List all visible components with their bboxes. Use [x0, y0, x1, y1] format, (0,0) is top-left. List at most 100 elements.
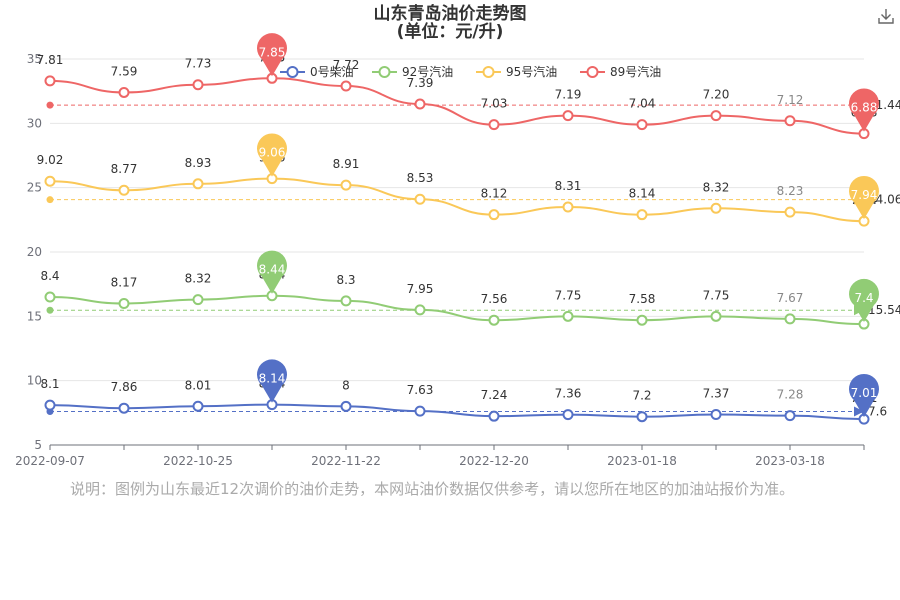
data-point: [340, 179, 352, 191]
series-line: [49, 77, 865, 135]
legend-marker: [378, 66, 391, 78]
min-pin-label: 6.88: [851, 101, 878, 115]
data-point: [784, 206, 796, 218]
data-label: 7.24: [481, 388, 508, 402]
data-label: 8.4: [40, 269, 59, 283]
data-point: [784, 115, 796, 127]
data-point: [562, 409, 574, 421]
data-label: 8.31: [555, 179, 582, 193]
data-point: [44, 291, 56, 303]
min-pin-label: 7.4: [854, 291, 873, 305]
data-label: 7.28: [777, 388, 804, 402]
data-label: 7.20: [703, 88, 730, 102]
data-point: [414, 98, 426, 110]
data-label: 7.81: [37, 53, 64, 67]
legend-label: 95号汽油: [506, 64, 557, 79]
data-label: 7.72: [333, 58, 360, 72]
legend-marker: [482, 66, 495, 78]
data-label: 7.04: [629, 97, 656, 111]
data-point: [44, 175, 56, 187]
max-pin: [257, 250, 287, 294]
chart-title: 山东青岛油价走势图: [373, 4, 527, 24]
data-point: [710, 110, 722, 122]
chart-subtitle: (单位：元/升): [396, 22, 504, 42]
data-point: [562, 310, 574, 322]
data-label: 8.32: [185, 272, 212, 286]
data-point: [340, 400, 352, 412]
data-label: 7.2: [632, 389, 651, 403]
series-line: [49, 177, 865, 223]
min-pin: [849, 88, 880, 132]
data-point: [192, 400, 204, 412]
data-label: 8: [342, 378, 350, 392]
data-label: 8.77: [111, 162, 138, 176]
chart-note: 说明：图例为山东最近12次调价的油价走势，本网站油价数据仅供参考，请以您所在地区…: [70, 480, 795, 498]
data-point: [118, 297, 130, 309]
y-tick-label: 20: [27, 245, 42, 259]
average-arrow: [854, 406, 864, 417]
data-label: 8.32: [703, 180, 730, 194]
data-label: 8.3: [336, 273, 355, 287]
min-pin-label: 7.01: [851, 386, 878, 400]
data-label: 8.14: [629, 187, 656, 201]
data-point: [44, 399, 56, 411]
max-pin-label: 7.85: [259, 45, 286, 59]
data-point: [784, 313, 796, 325]
data-label: 7.56: [481, 292, 508, 306]
data-point: [562, 110, 574, 122]
series-line: [49, 294, 865, 326]
data-label: 7.12: [777, 93, 804, 107]
average-label: 7.6: [868, 405, 887, 419]
data-label: 7.39: [407, 76, 434, 90]
data-point: [192, 178, 204, 190]
data-point: [636, 411, 648, 423]
legend-marker: [286, 66, 299, 78]
data-point: [710, 409, 722, 421]
data-label: 7.86: [111, 380, 138, 394]
x-tick-label: 2022-12-20: [459, 454, 529, 468]
max-pin: [257, 33, 287, 77]
y-tick-label: 15: [27, 309, 42, 323]
x-tick-label: 2022-11-22: [311, 454, 381, 468]
data-label: 8.91: [333, 157, 360, 171]
data-point: [118, 86, 130, 98]
x-tick-label: 2022-09-07: [15, 454, 85, 468]
data-label: 8.17: [111, 275, 138, 289]
data-label: 7.37: [703, 387, 730, 401]
series-line: [49, 403, 865, 421]
max-pin-label: 8.44: [259, 263, 286, 277]
data-label: 8.12: [481, 187, 508, 201]
data-point: [488, 209, 500, 221]
x-tick-label: 2023-01-18: [607, 454, 677, 468]
y-tick-label: 25: [27, 181, 42, 195]
data-point: [562, 201, 574, 213]
max-pin: [257, 359, 287, 403]
y-tick-label: 35: [27, 52, 42, 66]
data-label: 7.03: [481, 97, 508, 111]
data-point: [118, 184, 130, 196]
data-point: [710, 202, 722, 214]
data-point: [192, 79, 204, 91]
average-start-dot: [46, 196, 54, 204]
download-icon[interactable]: [876, 6, 896, 26]
data-point: [636, 119, 648, 131]
data-point: [488, 410, 500, 422]
data-label: 7.75: [703, 288, 730, 302]
data-label: 7.63: [407, 383, 434, 397]
data-label: 9.02: [37, 153, 64, 167]
average-label: 15.54: [868, 303, 900, 317]
data-point: [710, 310, 722, 322]
data-label: 8.23: [777, 184, 804, 198]
data-point: [784, 410, 796, 422]
data-label: 8.01: [185, 378, 212, 392]
data-point: [414, 193, 426, 205]
data-label: 7.75: [555, 288, 582, 302]
y-tick-label: 5: [34, 438, 42, 452]
data-label: 8.53: [407, 171, 434, 185]
legend-label: 89号汽油: [610, 64, 661, 79]
data-point: [414, 405, 426, 417]
legend-label: 0号柴油: [310, 65, 354, 79]
data-label: 7.73: [185, 57, 212, 71]
data-point: [192, 294, 204, 306]
data-label: 7.36: [555, 387, 582, 401]
